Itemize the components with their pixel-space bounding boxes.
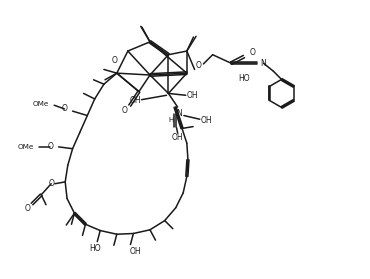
Text: O: O xyxy=(47,142,53,151)
Text: OH: OH xyxy=(172,133,184,142)
Text: O: O xyxy=(48,179,54,188)
Text: HO: HO xyxy=(89,244,101,254)
Text: H: H xyxy=(169,117,174,123)
Text: OH: OH xyxy=(187,91,198,100)
Text: OH: OH xyxy=(201,116,212,125)
Text: OH: OH xyxy=(129,96,141,105)
Text: OMe: OMe xyxy=(32,101,48,107)
Text: N: N xyxy=(176,109,182,118)
Text: O: O xyxy=(122,106,128,115)
Text: O: O xyxy=(196,61,202,70)
Text: HO: HO xyxy=(238,74,250,83)
Text: O: O xyxy=(61,104,67,113)
Text: OH: OH xyxy=(130,247,141,256)
Text: OMe: OMe xyxy=(17,144,34,150)
Text: O: O xyxy=(249,48,255,57)
Text: O: O xyxy=(25,204,31,213)
Text: N: N xyxy=(260,59,266,68)
Text: O: O xyxy=(112,56,118,66)
